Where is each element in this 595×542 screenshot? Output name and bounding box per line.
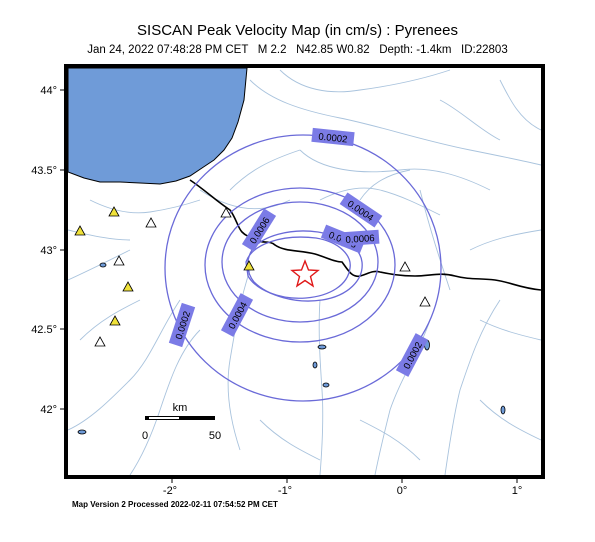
triangle-icon bbox=[419, 296, 431, 307]
svg-text:0.0002: 0.0002 bbox=[318, 132, 348, 146]
map-subtitle: Jan 24, 2022 07:48:28 PM CET M 2.2 N42.8… bbox=[0, 44, 595, 56]
triangle-icon bbox=[243, 260, 255, 271]
event-date: Jan 24, 2022 07:48:28 PM CET bbox=[87, 44, 249, 56]
contour-0.0006 bbox=[221, 201, 379, 323]
triangle-icon bbox=[74, 225, 86, 236]
lat-tick-label: 43.5° bbox=[31, 165, 57, 177]
lat-tick-label: 42° bbox=[40, 404, 57, 416]
lon-tick-label: -2° bbox=[163, 485, 177, 497]
contour-0.0002-outer bbox=[164, 134, 442, 402]
contour-label-1: 0.0002 bbox=[311, 127, 355, 147]
triangle-icon bbox=[108, 206, 120, 217]
triangle-icon bbox=[94, 336, 106, 347]
map-title: SISCAN Peak Velocity Map (in cm/s) : Pyr… bbox=[137, 22, 458, 39]
star-icon bbox=[290, 259, 320, 288]
scale-end: 50 bbox=[209, 430, 221, 442]
event-magnitude: M 2.2 bbox=[257, 44, 287, 56]
event-depth: Depth: -1.4km bbox=[379, 44, 452, 56]
lat-tick-label: 43° bbox=[40, 245, 57, 257]
contour-inner bbox=[245, 236, 351, 299]
lat-tick-label: 44° bbox=[40, 85, 57, 97]
event-id: ID:22803 bbox=[461, 44, 508, 56]
triangle-icon bbox=[399, 261, 411, 272]
triangle-icon bbox=[109, 315, 121, 326]
lat-tick-label: 42.5° bbox=[31, 324, 57, 336]
contour-label-5: 0.0006 bbox=[340, 229, 380, 247]
scale-bar: km 0 50 bbox=[142, 402, 221, 442]
triangle-icon bbox=[113, 255, 125, 266]
contours bbox=[164, 134, 442, 402]
svg-text:0.0006: 0.0006 bbox=[345, 233, 375, 246]
lon-ticks: -2° -1° 0° 1° bbox=[163, 479, 522, 497]
lat-ticks: 44° 43.5° 43° 42.5° 42° bbox=[31, 85, 64, 416]
sea-area bbox=[68, 68, 248, 185]
stations bbox=[74, 206, 431, 347]
lon-tick-label: 1° bbox=[512, 485, 523, 497]
event-location: N42.85 W0.82 bbox=[296, 44, 370, 56]
scale-unit: km bbox=[173, 402, 188, 414]
triangle-icon bbox=[220, 207, 232, 218]
contour-0.0008 bbox=[247, 230, 363, 302]
lon-tick-label: 0° bbox=[397, 485, 408, 497]
border-line bbox=[189, 179, 541, 291]
triangle-icon bbox=[145, 217, 157, 228]
map-footer: Map Version 2 Processed 2022-02-11 07:54… bbox=[72, 500, 278, 509]
triangle-icon bbox=[122, 281, 134, 292]
scale-start: 0 bbox=[142, 430, 148, 442]
contour-0.0004 bbox=[204, 187, 396, 343]
lon-tick-label: -1° bbox=[278, 485, 292, 497]
